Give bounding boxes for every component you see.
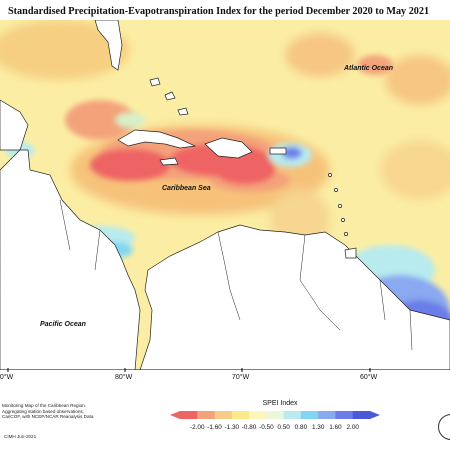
legend-tick-label: 2.00 (346, 424, 359, 431)
longitude-axis: 90°W 80°W 70°W 60°W (0, 368, 378, 381)
land-masses (0, 20, 450, 370)
lon-label-90w: 90°W (0, 373, 14, 381)
legend-ticks: -2.00 -1.60 -1.30 -0.80 -0.50 0.50 0.80 1.30 1.6… (180, 424, 370, 434)
legend-swatch (197, 411, 216, 419)
legend-swatch (283, 411, 302, 419)
legend-swatch (266, 411, 285, 419)
legend-tick-label: -2.00 (189, 424, 205, 431)
legend-swatch (180, 411, 198, 419)
label-pacific: Pacific Ocean (40, 321, 86, 328)
label-atlantic: Atlantic Ocean (343, 65, 393, 72)
caption-line: Monitoring Map of the Caribbean Region. (2, 403, 87, 408)
legend-arrow-left (170, 411, 180, 419)
legend-swatch (249, 411, 267, 419)
legend-tick-label: -0.50 (259, 424, 274, 431)
legend-tick-label: 0.80 (294, 424, 308, 431)
legend-tick-label: 1.60 (329, 424, 342, 431)
spei-map: Atlantic Ocean Caribbean Sea Pacific Oce… (0, 20, 450, 370)
legend-tick-label: -0.80 (241, 424, 257, 431)
lon-label-60w: 60°W (360, 373, 378, 381)
legend-arrow-right (370, 411, 380, 419)
map-title: Standardised Precipitation-Evapotranspir… (8, 6, 430, 17)
legend-swatch (318, 411, 336, 419)
spei-red-zones (90, 144, 275, 184)
lon-label-80w: 80°W (115, 373, 133, 381)
legend-tick-label: -1.60 (207, 424, 222, 431)
lon-label-70w: 70°W (232, 373, 250, 381)
legend-swatch (352, 411, 371, 419)
legend-swatch (300, 411, 319, 419)
map-credit: CIMH Jun-2021 (4, 434, 37, 439)
legend-tick-label: -1.30 (224, 424, 240, 431)
legend-swatch (231, 411, 250, 419)
country-borders (59, 199, 413, 351)
legend-title: SPEI Index (262, 400, 298, 407)
legend-swatch (214, 411, 233, 419)
label-caribbean: Caribbean Sea (162, 185, 211, 192)
caption-line: CariCOF, with NCEP/NCAR Reanalysis Data (2, 414, 94, 420)
map-caption: Monitoring Map of the Caribbean Region. … (2, 403, 112, 420)
legend-colorbar (170, 411, 380, 419)
caption-line: Aggregating station based observations, (2, 408, 84, 414)
legend-swatch (335, 411, 354, 419)
cimh-logo (438, 414, 450, 440)
legend-tick-label: 1.30 (311, 424, 325, 431)
legend-tick-label: 0.50 (277, 424, 290, 431)
